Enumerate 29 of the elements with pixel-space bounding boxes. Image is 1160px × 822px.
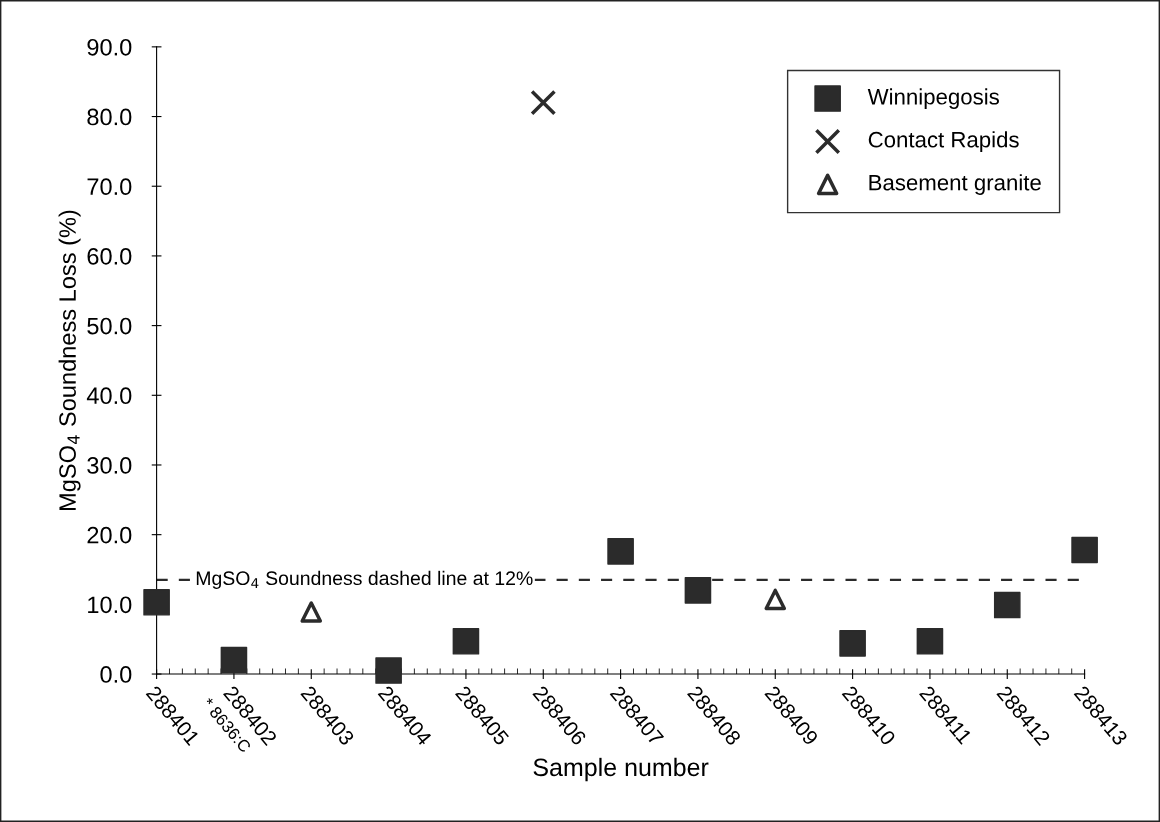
y-tick-label: 90.0: [87, 38, 132, 56]
point: [530, 89, 557, 116]
x-axis-title: Sample number: [533, 757, 709, 782]
legend-label: Basement granite: [869, 174, 1041, 195]
y-tick-label: 40.0: [86, 387, 132, 405]
y-tick-label: 70.0: [87, 178, 132, 196]
y-tick-label: 60.0: [87, 247, 132, 265]
point: [220, 646, 248, 674]
y-tick-label: 30.0: [87, 457, 132, 474]
point: [916, 627, 944, 655]
y-tick-label: 0.0: [100, 666, 132, 683]
point: [452, 627, 480, 655]
y-tick-label: 10.0: [88, 596, 132, 614]
y-tick-label: 20.0: [87, 526, 132, 544]
point: [993, 591, 1021, 619]
legend-label: Winnipegosis: [867, 88, 999, 109]
point: [300, 601, 323, 623]
point: [143, 588, 170, 616]
ref-line-label: MgSO$_{4}$ Soundness dashed line at 12%: [196, 570, 533, 589]
point: [684, 577, 712, 604]
point: [607, 538, 634, 565]
y-axis-title: MgSO$_{4}$ Soundness Loss (%): [58, 210, 81, 510]
y-tick-label: 80.0: [87, 108, 132, 126]
point: [1071, 536, 1098, 564]
point: [375, 657, 402, 684]
point: [764, 588, 787, 611]
legend-label: Contact Rapids: [868, 131, 1019, 152]
point: [839, 630, 866, 657]
y-tick-label: 50.0: [87, 317, 132, 335]
